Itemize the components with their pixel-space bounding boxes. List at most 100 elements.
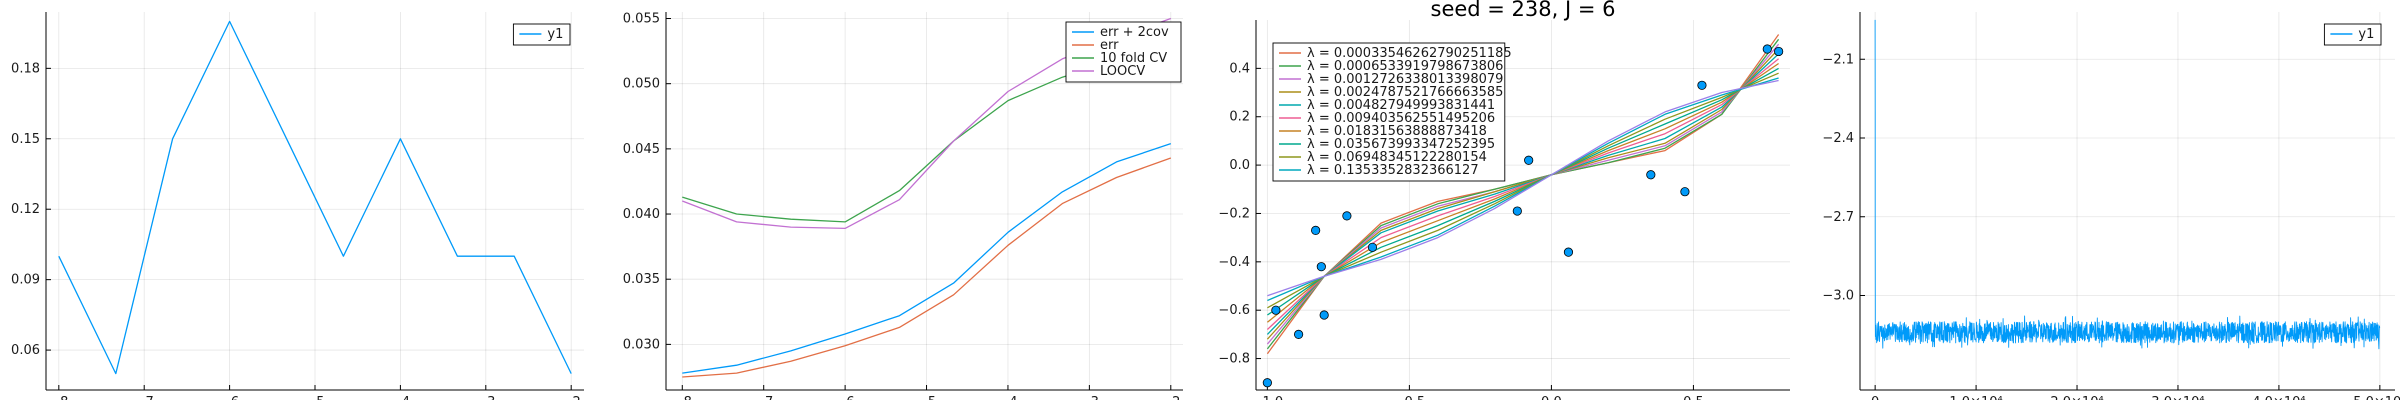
x-tick-label: −8 [673, 395, 692, 400]
legend-box [1272, 42, 1506, 182]
legend: y1 [2323, 23, 2382, 46]
x-tick-label: −3 [1080, 395, 1099, 400]
series-line-4 [1266, 48, 1780, 340]
data-point [1512, 206, 1522, 216]
y-tick-label: 0.12 [11, 202, 40, 217]
y-tick-label: 0.055 [623, 12, 660, 27]
x-tick-label: −6 [220, 395, 239, 400]
x-tick-label: −1.0 [1252, 395, 1284, 400]
x-tick-label: 5.0×10⁴ [2353, 395, 2400, 400]
y-tick-label: −0.6 [1218, 303, 1250, 318]
y-tick-label: 0.2 [1229, 110, 1250, 125]
y-tick-label: 0.09 [11, 273, 40, 288]
legend: y1 [512, 23, 571, 46]
x-tick-label: −7 [754, 395, 773, 400]
chart-3: −1.0 −0.5 0.0 0.5 −0.8 −0.6 −0.4 −0.2 0.0 0.2 0.4 s… [1218, 0, 1790, 404]
series-line-11 [1267, 79, 1779, 297]
x-tick-label: −5 [917, 395, 936, 400]
series-line-2 [682, 157, 1172, 378]
y-tick-label: 0.06 [11, 343, 40, 358]
legend-box [512, 23, 571, 46]
y-tick-label: 0.15 [11, 132, 40, 147]
x-tick-label: 0 [1871, 395, 1879, 400]
x-tick-label: 3.0×10⁴ [2151, 395, 2204, 400]
series-line-9 [1267, 72, 1779, 309]
y-tick-label: −3.0 [1822, 289, 1854, 304]
data-point [1563, 247, 1574, 257]
y-tick-label: 0.0 [1229, 158, 1250, 173]
x-tick-label: −7 [135, 395, 154, 400]
series-line-2 [1266, 38, 1780, 350]
series-line-1 [1874, 19, 2381, 350]
plot-area [58, 20, 572, 375]
data-point [1367, 242, 1378, 252]
series-line-7 [1266, 62, 1779, 323]
data-point [1342, 211, 1352, 221]
series-line-1 [682, 142, 1172, 374]
legend-label: λ = 0.009403562551495206 [1307, 111, 1495, 126]
data-point [1762, 44, 1772, 54]
legend-label: λ = 0.01831563888873418 [1307, 124, 1487, 139]
data-point [1646, 170, 1656, 180]
legend-label: λ = 0.0024787521766663585 [1307, 85, 1503, 100]
x-tick-label: −2 [1161, 395, 1180, 400]
y-tick-label: 0.035 [623, 272, 660, 287]
legend-label: err + 2cov [1100, 25, 1169, 40]
legend-label: λ = 0.06948345122280154 [1307, 150, 1487, 165]
x-tick-label: 0.5 [1683, 395, 1704, 400]
chart-1: −8 −7 −6 −5 −4 −3 −2 0.06 0.09 0.12 0.15 0.18 y1 [11, 12, 584, 404]
legend-label: λ = 0.035673993347252395 [1307, 137, 1495, 152]
x-tick-label: −8 [49, 395, 68, 400]
series-line-10 [1267, 77, 1779, 302]
y-tick-label: 0.030 [623, 337, 660, 352]
x-tick-label: −3 [476, 395, 495, 400]
y-tick-label: −2.4 [1822, 131, 1854, 146]
x-tick-label: 4.0×10⁴ [2252, 395, 2305, 400]
x-tick-label: 0.0 [1541, 395, 1562, 400]
series-line-8 [1267, 67, 1779, 316]
data-point [1680, 187, 1690, 197]
legend-label: LOOCV [1100, 64, 1145, 79]
x-tick-label: 2.0×10⁴ [2050, 395, 2103, 400]
legend-label: 10 fold CV [1100, 51, 1167, 66]
y-tick-label: −0.4 [1218, 255, 1250, 270]
legend-label: λ = 0.00033546262790251185 [1307, 46, 1512, 61]
x-tick-label: −2 [562, 395, 581, 400]
legend-label: λ = 0.004827949993831441 [1307, 98, 1495, 113]
data-point [1316, 262, 1326, 272]
chart-2: −8 −7 −6 −5 −4 −3 −2 0.030 0.035 0.040 0.045 0.050 0… [623, 12, 1183, 404]
legend-label: y1 [547, 27, 563, 42]
y-tick-label: −2.7 [1822, 210, 1854, 225]
x-tick-label: −4 [391, 395, 410, 400]
y-tick-label: −0.8 [1218, 352, 1250, 367]
series-line-1 [58, 20, 572, 375]
legend-label: err [1100, 38, 1119, 53]
x-tick-label: −4 [998, 395, 1017, 400]
legend-label: λ = 0.0006533919798673806 [1307, 59, 1503, 74]
y-tick-label: 0.040 [623, 207, 660, 222]
y-tick-label: 0.4 [1229, 61, 1250, 76]
x-tick-label: −0.5 [1394, 395, 1426, 400]
data-point [1319, 310, 1329, 320]
y-tick-label: 0.050 [623, 77, 660, 92]
data-point [1774, 46, 1784, 57]
chart-title: seed = 238, J = 6 [1431, 0, 1616, 21]
series-line-5 [1266, 53, 1780, 335]
x-tick-label: −5 [305, 395, 324, 400]
plot-area [1262, 34, 1784, 388]
y-tick-label: −2.1 [1822, 52, 1854, 67]
data-point [1311, 225, 1321, 235]
y-tick-label: 0.18 [11, 61, 40, 76]
chart-4: 0 1.0×10⁴ 2.0×10⁴ 3.0×10⁴ 4.0×10⁴ 5.0×10⁴ −3.0… [1822, 12, 2400, 404]
data-point [1294, 329, 1304, 339]
y-tick-label: 0.045 [623, 142, 660, 157]
series-line-6 [1266, 58, 1780, 330]
data-point [1697, 80, 1707, 90]
data-point [1271, 305, 1281, 315]
data-point [1262, 378, 1272, 388]
legend-label: y1 [2358, 27, 2374, 42]
legend-label: λ = 0.1353352832366127 [1307, 163, 1479, 178]
